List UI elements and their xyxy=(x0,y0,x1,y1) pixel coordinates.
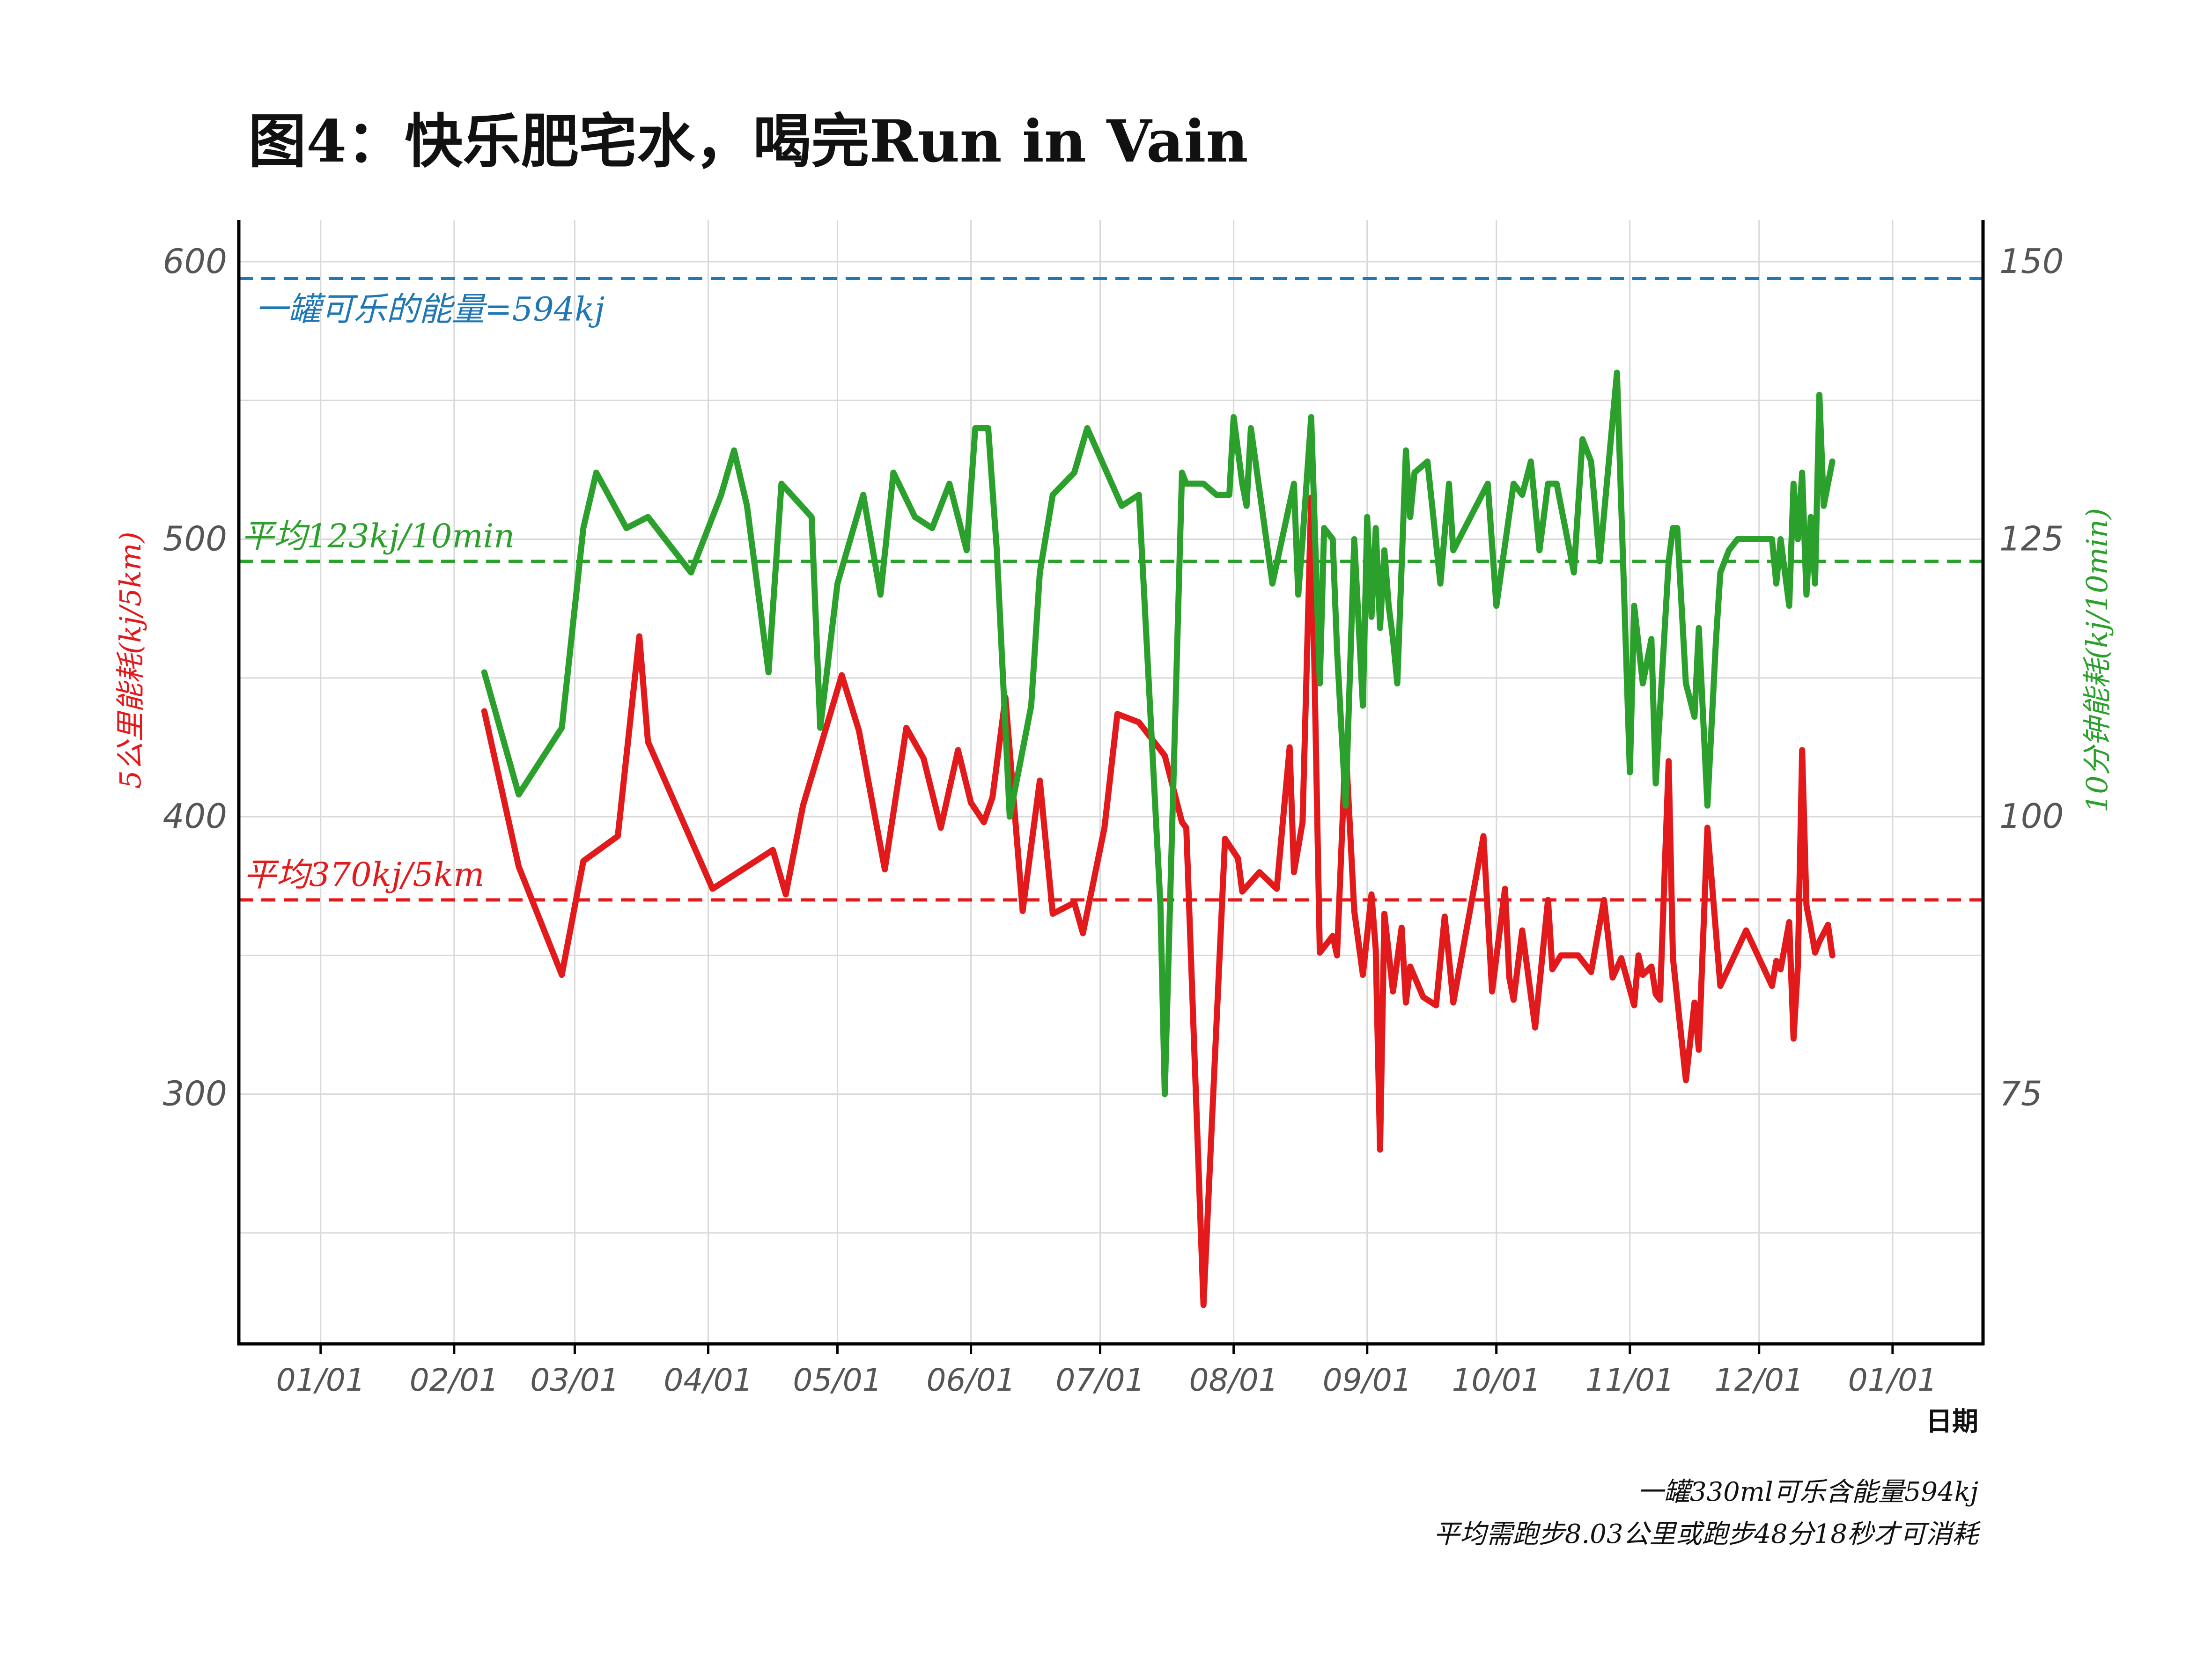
series-lines xyxy=(481,369,1836,1308)
tick-labels: 300 400 500 600 75 100 125 150 01/01 02/01 03/01 04… xyxy=(163,242,2064,1398)
y-tick-left-label: 300 xyxy=(163,1074,227,1113)
x-tick-label: 05/01 xyxy=(793,1362,882,1398)
x-tick-label: 11/01 xyxy=(1585,1362,1674,1398)
x-tick-label: 10/01 xyxy=(1452,1362,1541,1398)
x-axis-label: 日期 xyxy=(1926,1406,1978,1437)
y-tick-left-label: 600 xyxy=(163,242,227,281)
x-tick-label: 07/01 xyxy=(1055,1362,1144,1398)
caption-line-1: 一罐330ml可乐含能量594kj xyxy=(1637,1477,1978,1507)
y-axis-left-label: 5公里能耗(kj/5km) xyxy=(113,531,147,789)
x-tick-label: 08/01 xyxy=(1189,1362,1278,1398)
y-tick-left-label: 400 xyxy=(163,796,227,836)
x-tick-label: 01/01 xyxy=(1848,1362,1937,1398)
x-tick-label: 01/01 xyxy=(276,1362,365,1398)
x-tick-label: 06/01 xyxy=(926,1362,1015,1398)
x-tick-label: 04/01 xyxy=(664,1362,752,1398)
axes xyxy=(237,220,1985,1346)
series-line xyxy=(481,369,1836,1098)
y-tick-right-label: 150 xyxy=(1999,242,2064,281)
x-tick-label: 09/01 xyxy=(1323,1362,1412,1398)
x-tick-label: 12/01 xyxy=(1715,1362,1804,1398)
y-tick-left-label: 500 xyxy=(163,519,227,558)
grid xyxy=(239,220,1983,1344)
x-tick-label: 03/01 xyxy=(530,1362,619,1398)
series-line xyxy=(481,494,1836,1308)
y-tick-right-label: 125 xyxy=(1999,519,2064,558)
reference-line-label: 一罐可乐的能量=594kj xyxy=(255,290,605,328)
y-tick-right-label: 100 xyxy=(1999,796,2064,836)
chart-title: 图4：快乐肥宅水，喝完Run in Vain xyxy=(248,108,1248,176)
y-tick-right-label: 75 xyxy=(1999,1074,2042,1113)
caption-line-2: 平均需跑步8.03公里或跑步48分18秒才可消耗 xyxy=(1434,1519,1981,1549)
reference-line-label: 平均123kj/10min xyxy=(241,517,515,555)
x-tick-label: 02/01 xyxy=(410,1362,499,1398)
reference-lines: 一罐可乐的能量=594kj 平均123kj/10min 平均370kj/5km xyxy=(239,276,1983,902)
y-axis-right-label: 10分钟能耗(kj/10min) xyxy=(2080,508,2114,812)
reference-line-label: 平均370kj/5km xyxy=(243,855,485,894)
